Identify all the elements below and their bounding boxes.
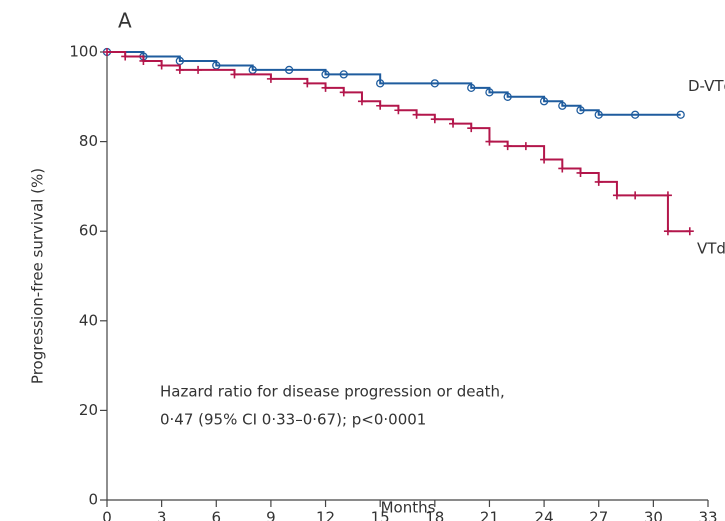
panel-label: A: [118, 9, 132, 33]
censor-mark: [485, 88, 494, 97]
censor-mark: [485, 137, 494, 146]
y-tick-label: 100: [69, 43, 98, 61]
censor-mark: [430, 115, 439, 124]
censor-mark: [339, 70, 348, 79]
censor-mark: [175, 65, 184, 74]
x-tick-label: 6: [211, 509, 221, 521]
x-tick-label: 24: [535, 509, 554, 521]
survival-curve: [107, 51, 690, 233]
censor-mark: [540, 155, 549, 164]
censor-mark: [194, 65, 203, 74]
censor-mark: [594, 110, 603, 119]
censor-mark: [612, 191, 621, 200]
censor-mark: [139, 56, 148, 65]
censor-mark: [394, 106, 403, 115]
x-tick-label: 33: [698, 509, 717, 521]
censor-mark: [558, 101, 567, 110]
censor-mark: [157, 61, 166, 70]
axes: [106, 52, 708, 501]
x-tick-label: 21: [480, 509, 499, 521]
x-tick-label: 18: [425, 509, 444, 521]
censor-mark: [321, 83, 330, 92]
censor-mark: [467, 124, 476, 133]
censor-mark: [321, 70, 330, 79]
y-axis-label: Progression-free survival (%): [29, 168, 47, 384]
censor-mark: [430, 79, 439, 88]
x-tick-label: 30: [644, 509, 663, 521]
censor-mark: [576, 106, 585, 115]
y-tick-label: 20: [79, 401, 98, 419]
annotation: Hazard ratio for disease progression or …: [160, 383, 505, 401]
censor-mark: [631, 191, 640, 200]
censor-mark: [503, 92, 512, 101]
censor-mark: [121, 52, 130, 61]
x-tick-label: 15: [371, 509, 390, 521]
y-tick-label: 0: [88, 491, 98, 509]
x-tick-label: 3: [157, 509, 167, 521]
censor-mark: [376, 101, 385, 110]
censor-mark: [266, 74, 275, 83]
series-label: D-VTd: [688, 77, 725, 95]
censor-mark: [357, 97, 366, 106]
x-tick-label: 0: [102, 509, 112, 521]
censor-mark: [631, 110, 640, 119]
censor-mark: [685, 227, 694, 236]
censor-mark: [558, 164, 567, 173]
censor-mark: [467, 83, 476, 92]
censor-mark: [576, 168, 585, 177]
y-tick-label: 40: [79, 311, 98, 329]
censor-mark: [594, 177, 603, 186]
annotation: 0·47 (95% CI 0·33–0·67); p<0·0001: [160, 411, 426, 429]
censor-mark: [376, 79, 385, 88]
y-tick-label: 80: [79, 132, 98, 150]
x-tick-label: 12: [316, 509, 335, 521]
censor-mark: [412, 110, 421, 119]
censor-mark: [521, 142, 530, 151]
censor-mark: [339, 88, 348, 97]
censor-mark: [303, 79, 312, 88]
y-tick-label: 60: [79, 222, 98, 240]
censor-mark: [663, 191, 672, 200]
censor-mark: [284, 65, 294, 75]
censor-mark: [103, 48, 111, 56]
censor-mark: [230, 70, 239, 79]
x-tick-label: 9: [266, 509, 276, 521]
censor-mark: [676, 110, 685, 119]
series-label: VTd: [697, 240, 725, 258]
censor-mark: [539, 97, 549, 106]
x-tick-label: 27: [589, 509, 608, 521]
censor-mark: [449, 119, 458, 128]
x-axis-label: Months: [381, 499, 436, 517]
censor-mark: [663, 227, 672, 236]
censor-mark: [503, 142, 512, 151]
